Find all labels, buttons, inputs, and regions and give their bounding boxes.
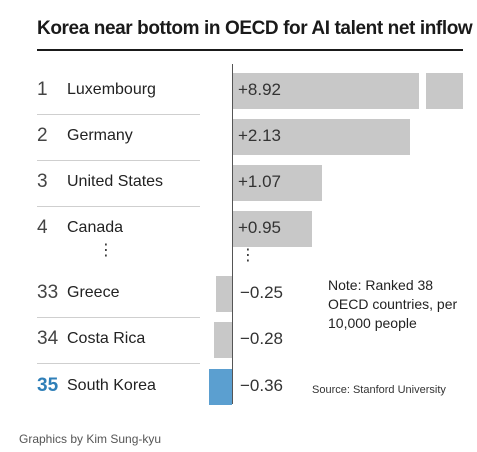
- country-label: Germany: [67, 127, 133, 144]
- title-rule: [37, 49, 463, 51]
- graphics-credit: Graphics by Kim Sung-kyu: [19, 432, 162, 446]
- rank-label: 1: [37, 79, 48, 100]
- country-label: Greece: [67, 284, 120, 301]
- bar: [208, 369, 232, 405]
- rank-label: 3: [37, 171, 48, 192]
- country-label: Costa Rica: [67, 330, 146, 347]
- value-label: +2.13: [238, 126, 282, 145]
- bar: [233, 73, 419, 109]
- chart-note: Note: Ranked 38 OECD countries, per 10,0…: [328, 277, 458, 331]
- value-label: −0.28: [240, 329, 284, 348]
- value-label: +0.95: [238, 218, 282, 237]
- bar: [233, 119, 410, 155]
- rank-label: 33: [37, 282, 59, 303]
- bar: [233, 211, 312, 247]
- bar-truncated-tail: [426, 73, 463, 109]
- row-divider: [37, 114, 200, 115]
- row-divider: [37, 363, 200, 364]
- bar: [215, 276, 232, 312]
- bar: [233, 165, 322, 201]
- row-divider: [37, 317, 200, 318]
- ellipsis-left: ⋮: [98, 242, 114, 259]
- rank-label: 4: [37, 217, 48, 238]
- rank-label: 35: [37, 375, 59, 396]
- chart-source: Source: Stanford University: [312, 384, 446, 396]
- ellipsis-right: ⋮: [240, 247, 256, 264]
- value-label: −0.25: [240, 283, 284, 302]
- value-label: −0.36: [240, 376, 284, 395]
- chart-title: Korea near bottom in OECD for AI talent …: [37, 18, 473, 39]
- row-divider: [37, 160, 200, 161]
- row-divider: [37, 206, 200, 207]
- rank-label: 34: [37, 328, 59, 349]
- value-label: +1.07: [238, 172, 282, 191]
- country-label: South Korea: [67, 377, 156, 394]
- country-label: United States: [67, 173, 164, 190]
- country-label: Canada: [67, 219, 124, 236]
- rank-label: 2: [37, 125, 48, 146]
- bar: [213, 322, 232, 358]
- zero-axis-line: [232, 64, 233, 404]
- country-label: Luxembourg: [67, 81, 156, 98]
- value-label: +8.92: [238, 80, 282, 99]
